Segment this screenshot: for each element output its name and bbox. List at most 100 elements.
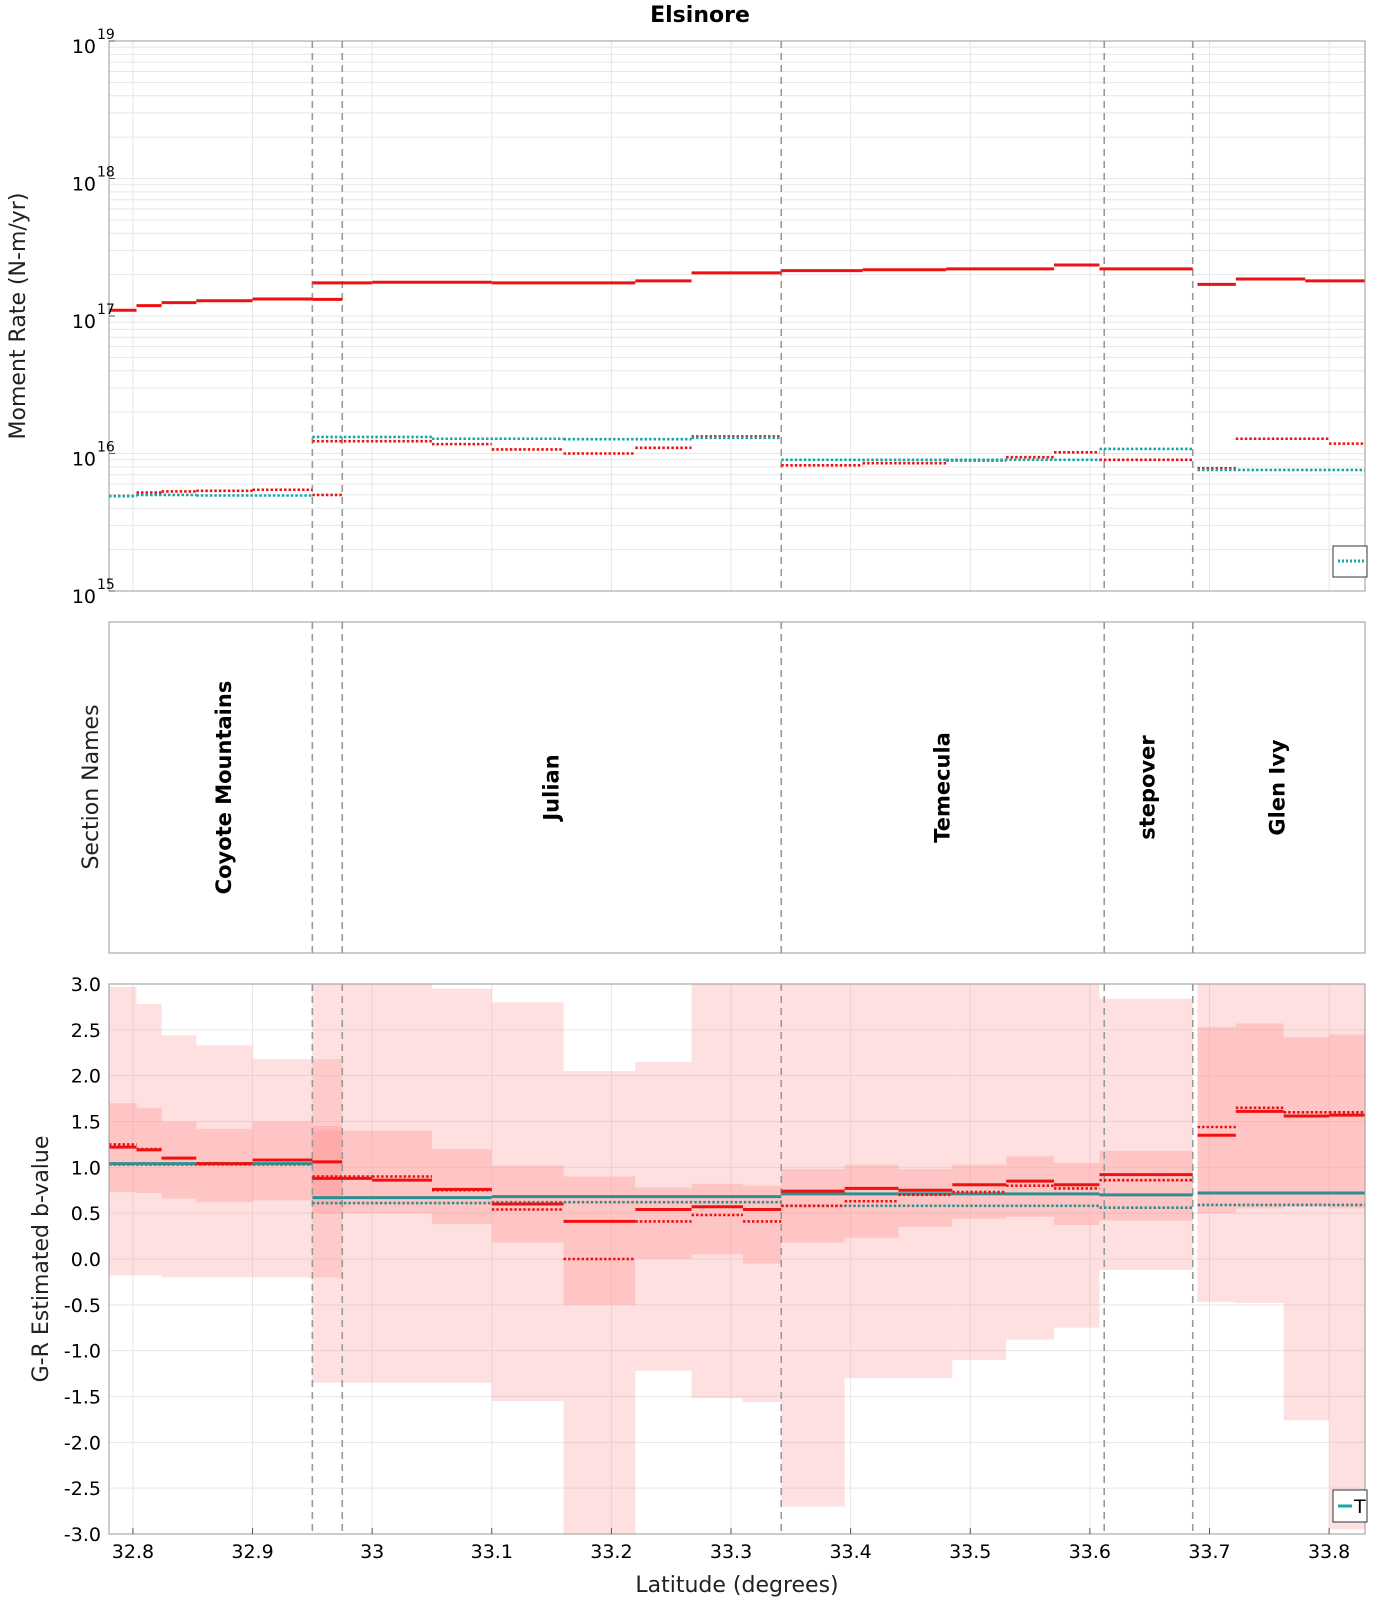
b-value-outer-band [898, 984, 953, 1379]
b-value-outer-band [1235, 984, 1284, 1303]
b-value-ytick-label: 1.0 [71, 1157, 101, 1179]
b-value-frame [108, 983, 1366, 1535]
b-value-outer-band [1283, 984, 1330, 1421]
b-value-outer-band [952, 984, 1007, 1360]
moment-rate-legend[interactable] [1332, 545, 1368, 578]
moment-rate-ytick-base: 10 [72, 449, 96, 471]
b-value-inner-band [161, 1121, 197, 1199]
b-value-outer-band [372, 984, 432, 1383]
b-value-outer-band [196, 1045, 253, 1278]
b-value-outer-band [691, 984, 743, 1399]
b-value-ytick-label: 2.0 [71, 1066, 101, 1088]
b-value-outer-band [1006, 984, 1054, 1340]
b-value-outer-band [742, 984, 782, 1402]
b-value-xtick-label: 33.4 [829, 1541, 871, 1563]
b-value-series [109, 1106, 1365, 1261]
b-value-xtick-label: 33.8 [1308, 1541, 1350, 1563]
b-value-outer-band [312, 1059, 343, 1278]
moment-rate-ytick-exponent: 19 [97, 27, 115, 43]
b-value-outer-band [563, 1071, 636, 1534]
section-label: Glen Ivy [1266, 739, 1290, 835]
b-value-section-boundaries [311, 984, 1194, 1534]
b-value-inner-band [1283, 1037, 1330, 1207]
b-value-xtick-label: 33.2 [590, 1541, 632, 1563]
b-value-inner-band [1197, 1027, 1236, 1214]
b-value-outer-band [1099, 998, 1193, 1270]
b-value-y-ticks: 3.0 2.5 2.0 1.5 1.0 0.5 0.0 -0.5 -1.0 -1.5 -2.0 -2.… [64, 974, 101, 1546]
b-value-xtick-label: 33.6 [1069, 1541, 1111, 1563]
moment-rate-gridlines [109, 41, 1365, 592]
b-value-outer-band [1197, 984, 1236, 1303]
b-value-outer-band [1329, 984, 1365, 1530]
section-names-frame [108, 621, 1366, 954]
moment-rate-ytick-exponent: 18 [97, 165, 115, 181]
b-value-inner-band [635, 1187, 692, 1259]
b-value-outer-band [431, 988, 492, 1383]
moment-rate-ytick-exponent: 16 [97, 440, 115, 456]
b-value-outer-band [635, 1061, 692, 1371]
b-value-ytick-label: 3.0 [71, 974, 101, 996]
section-names-panel: Coyote Mountains Julian Temecula stepover Gl… [79, 621, 1366, 954]
chart-title: Elsinore [650, 3, 750, 28]
b-value-ytick-label: 2.5 [71, 1020, 101, 1042]
moment-rate-series [109, 263, 1365, 498]
b-value-inner-band [898, 1169, 953, 1227]
b-value-xtick-label: 32.9 [231, 1541, 273, 1563]
b-value-inner-band [431, 1149, 492, 1225]
b-value-outer-band [252, 1059, 313, 1278]
section-name-labels: Coyote Mountains Julian Temecula stepover Gl… [212, 681, 1290, 895]
b-value-xtick-label: 33.3 [710, 1541, 752, 1563]
b-value-ytick-label: -0.5 [64, 1295, 101, 1317]
b-value-inner-band [844, 1164, 899, 1238]
b-value-ytick-label: -2.0 [64, 1432, 101, 1454]
moment-rate-ytick-base: 10 [72, 36, 96, 58]
moment-rate-ylabel: Moment Rate (N-m/yr) [6, 193, 31, 440]
b-value-inner-band [1329, 1034, 1365, 1209]
section-label: Julian [540, 754, 564, 822]
moment-rate-ytick-base: 10 [72, 586, 96, 608]
b-value-outer-band [781, 984, 845, 1507]
b-value-outer-band [161, 1035, 197, 1278]
moment-rate-section-boundaries [311, 41, 1194, 591]
b-value-outer-band [844, 984, 899, 1379]
b-value-xtick-label: 33.7 [1188, 1541, 1230, 1563]
section-names-ylabel: Section Names [79, 704, 104, 869]
b-value-inner-band [372, 1130, 432, 1214]
b-value-outer-band [136, 1004, 162, 1276]
b-value-inner-band [1099, 1150, 1193, 1221]
section-label: Temecula [931, 732, 955, 843]
b-value-inner-band [1235, 1023, 1284, 1209]
b-value-outer-band [1053, 984, 1100, 1328]
moment-rate-ytick-base: 10 [72, 174, 96, 196]
b-value-panel: 3.0 2.5 2.0 1.5 1.0 0.5 0.0 -0.5 -1.0 -1.5 -2.0 -2.… [29, 974, 1368, 1598]
b-value-ytick-label: -1.0 [64, 1341, 101, 1363]
b-value-inner-band [691, 1183, 743, 1255]
b-value-ytick-label: -1.5 [64, 1387, 101, 1409]
b-value-gridlines [109, 983, 1365, 1535]
b-value-ytick-label: -3.0 [64, 1524, 101, 1546]
section-label: stepover [1135, 735, 1159, 840]
b-value-ytick-label: 0.0 [71, 1249, 101, 1271]
b-value-legend-label: T [1353, 1496, 1366, 1518]
section-label: Coyote Mountains [212, 681, 236, 895]
b-value-x-ticks: 32.8 32.9 33 33.1 33.2 33.3 33.4 33.5 33.6 33.7 33… [112, 1528, 1350, 1563]
b-value-xtick-label: 33 [360, 1541, 384, 1563]
b-value-legend[interactable]: T [1332, 1489, 1368, 1523]
b-value-xtick-label: 33.1 [471, 1541, 513, 1563]
b-value-ytick-label: 1.5 [71, 1112, 101, 1134]
moment-rate-ytick-base: 10 [72, 311, 96, 333]
b-value-inner-band [742, 1185, 782, 1264]
b-value-outer-band [109, 986, 137, 1276]
moment-rate-ytick-exponent: 15 [97, 577, 115, 593]
moment-rate-ytick-exponent: 17 [97, 302, 115, 318]
b-value-ytick-label: -2.5 [64, 1478, 101, 1500]
b-value-ylabel: G-R Estimated b-value [29, 1136, 54, 1383]
b-value-ytick-label: 0.5 [71, 1203, 101, 1225]
b-value-xtick-label: 32.8 [112, 1541, 154, 1563]
b-value-xtick-label: 33.5 [949, 1541, 991, 1563]
b-value-inner-band [952, 1164, 1007, 1219]
x-axis-label: Latitude (degrees) [635, 1573, 838, 1598]
